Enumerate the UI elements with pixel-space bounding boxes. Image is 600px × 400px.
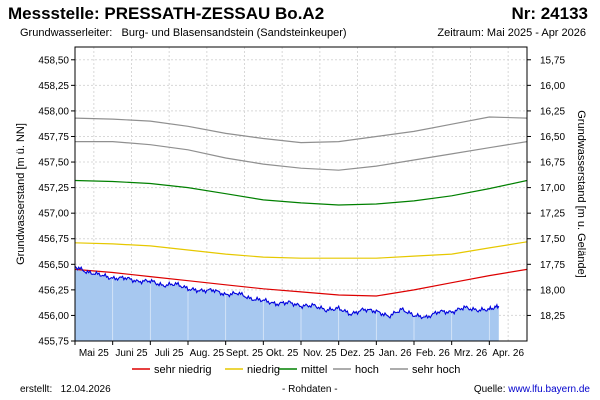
source-info: Quelle: www.lfu.bayern.de [474,384,590,395]
station-number: Nr: 24133 [511,4,588,23]
y2-tick-label: 18,25 [540,311,565,322]
created-label: erstellt: [20,384,53,395]
period-label: Zeitraum: Mai 2025 - Apr 2026 [437,27,586,39]
page-title: Messstelle: PRESSATH-ZESSAU Bo.A2 [8,4,325,23]
series-line-sehr-niedrig [75,268,527,297]
y-tick-label: 457,75 [38,132,69,143]
y2-tick-label: 17,25 [540,209,565,220]
y2-tick-label: 17,75 [540,260,565,271]
y-tick-label: 458,50 [38,55,69,66]
x-axis-ticks: Mai 25 Juni 25 Juli 25 Aug. 25 Sept. 25 Okt. … [74,341,524,359]
y2-tick-label: 18,00 [540,285,565,296]
y-axis-label: Grundwasserstand [m ü. NN] [15,123,27,265]
series-line-hoch [75,141,527,171]
y-tick-label: 458,00 [38,106,69,117]
y2-tick-label: 17,00 [540,183,565,194]
y2-tick-label: 16,25 [540,106,565,117]
created-date: 12.04.2026 [60,384,111,395]
legend-label: mittel [301,364,327,376]
y-tick-label: 456,50 [38,260,69,271]
y2-tick-label: 15,75 [540,55,565,66]
y2-tick-label: 16,75 [540,158,565,169]
y-tick-label: 456,25 [38,285,69,296]
y2-tick-label: 16,50 [540,132,565,143]
x-tick-label: Okt. 25 [266,348,299,359]
created-info: erstellt: 12.04.2026 [20,384,111,395]
legend-label: sehr hoch [412,364,460,376]
series-line-sehr-hoch [75,116,527,144]
legend: sehr niedrig niedrig mittel hoch sehr hoch [132,364,460,376]
raw-data-note: - Rohdaten - [282,384,338,395]
y-tick-label: 457,50 [38,158,69,169]
y-tick-label: 455,75 [38,337,69,348]
series-line-measurements [75,265,500,320]
legend-label: niedrig [247,364,280,376]
x-tick-label: Sept. 25 [226,348,264,359]
y-tick-label: 457,25 [38,183,69,194]
y-tick-label: 458,25 [38,81,69,92]
x-tick-label: Aug. 25 [190,348,225,359]
y2-tick-label: 16,00 [540,81,565,92]
y-axis-ticks: 458,50 458,25 458,00 457,75 457,50 457,25 457,… [38,55,75,348]
source-link[interactable]: www.lfu.bayern.de [508,384,590,395]
x-tick-label: Nov. 25 [303,348,337,359]
aquifer-label: Grundwasserleiter: [20,27,113,39]
legend-label: sehr niedrig [154,364,211,376]
y-tick-label: 457,00 [38,209,69,220]
x-tick-label: Dez. 25 [340,348,375,359]
x-tick-label: Apr. 26 [492,348,524,359]
y-tick-label: 456,75 [38,234,69,245]
x-tick-label: Jan. 26 [379,348,412,359]
source-label: Quelle: [473,384,506,395]
aquifer-value: Burg- und Blasensandstein (Sandsteinkeup… [121,27,347,39]
x-tick-label: Feb. 26 [416,348,450,359]
y2-tick-label: 17,50 [540,234,565,245]
x-tick-label: Mrz. 26 [454,348,488,359]
series-lines [75,116,527,320]
series-line-mittel [75,179,527,206]
x-tick-label: Mai 25 [79,348,109,359]
y-tick-label: 456,00 [38,311,69,322]
aquifer-info: Grundwasserleiter: Burg- und Blasensands… [20,27,347,39]
legend-label: hoch [355,364,379,376]
x-tick-label: Juli 25 [155,348,184,359]
y2-axis-label: Grundwasserstand [m u. Gelände] [575,110,587,278]
series-line-niedrig [75,241,527,259]
x-tick-label: Juni 25 [115,348,148,359]
y2-axis-ticks: 15,75 16,00 16,25 16,50 16,75 17,00 17,25 17,50… [527,55,565,322]
